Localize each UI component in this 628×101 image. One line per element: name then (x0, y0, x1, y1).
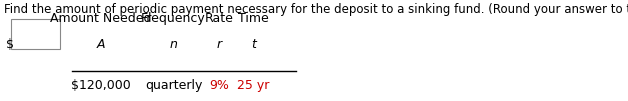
Text: 9%: 9% (209, 79, 229, 92)
Text: Frequency: Frequency (141, 12, 206, 25)
Text: 25 yr: 25 yr (237, 79, 270, 92)
Text: t: t (251, 38, 256, 51)
Text: $120,000: $120,000 (71, 79, 131, 92)
Text: Amount Needed: Amount Needed (50, 12, 152, 25)
Text: quarterly: quarterly (145, 79, 202, 92)
Text: $: $ (6, 38, 14, 51)
Text: n: n (170, 38, 178, 51)
Text: Rate: Rate (205, 12, 234, 25)
FancyBboxPatch shape (11, 19, 60, 49)
Text: Time: Time (238, 12, 269, 25)
Text: A: A (97, 38, 106, 51)
Text: Find the amount of periodic payment necessary for the deposit to a sinking fund.: Find the amount of periodic payment nece… (4, 3, 628, 16)
Text: r: r (217, 38, 222, 51)
